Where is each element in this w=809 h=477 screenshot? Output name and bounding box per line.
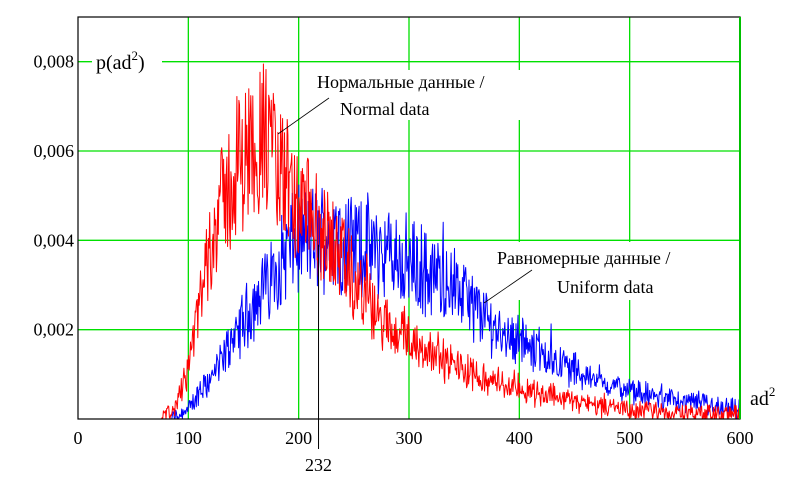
series-group <box>160 63 741 420</box>
y-tick-label: 0,006 <box>34 141 75 161</box>
y-tick-label: 0,008 <box>34 52 75 72</box>
x-tick-label: 200 <box>285 428 312 448</box>
marker-label: 232 <box>305 455 332 475</box>
y-tick-label: 0,002 <box>34 320 75 340</box>
annotation-uniform-line2: Uniform data <box>557 277 653 297</box>
x-tick-label: 100 <box>175 428 202 448</box>
annotation-normal-bg <box>315 70 537 120</box>
annotation-uniform-bg <box>495 242 730 300</box>
series-line-uniform <box>171 184 741 420</box>
x-tick-label: 500 <box>616 428 643 448</box>
y-tick-label: 0,004 <box>34 230 75 250</box>
x-axis-label: ad2 <box>750 384 775 410</box>
annotation-normal-line2: Normal data <box>340 99 429 119</box>
annotation-uniform-line1: Равномерные данные / <box>497 248 670 268</box>
tick-labels: 0 100 200 300 400 500 600 0,002 0,004 0,006 0,008 <box>34 52 754 448</box>
ylabel-bg <box>92 48 162 74</box>
x-tick-label: 300 <box>396 428 423 448</box>
annotation-uniform-pointer <box>483 269 533 304</box>
annotation-normal-line1: Нормальные данные / <box>317 72 485 92</box>
annotation-normal-pointer <box>277 97 330 135</box>
x-tick-label: 400 <box>506 428 533 448</box>
x-tick-label: 600 <box>727 428 754 448</box>
x-tick-label: 0 <box>74 428 83 448</box>
series-line-normal <box>160 63 740 420</box>
y-axis-label: p(ad2) <box>96 48 145 74</box>
